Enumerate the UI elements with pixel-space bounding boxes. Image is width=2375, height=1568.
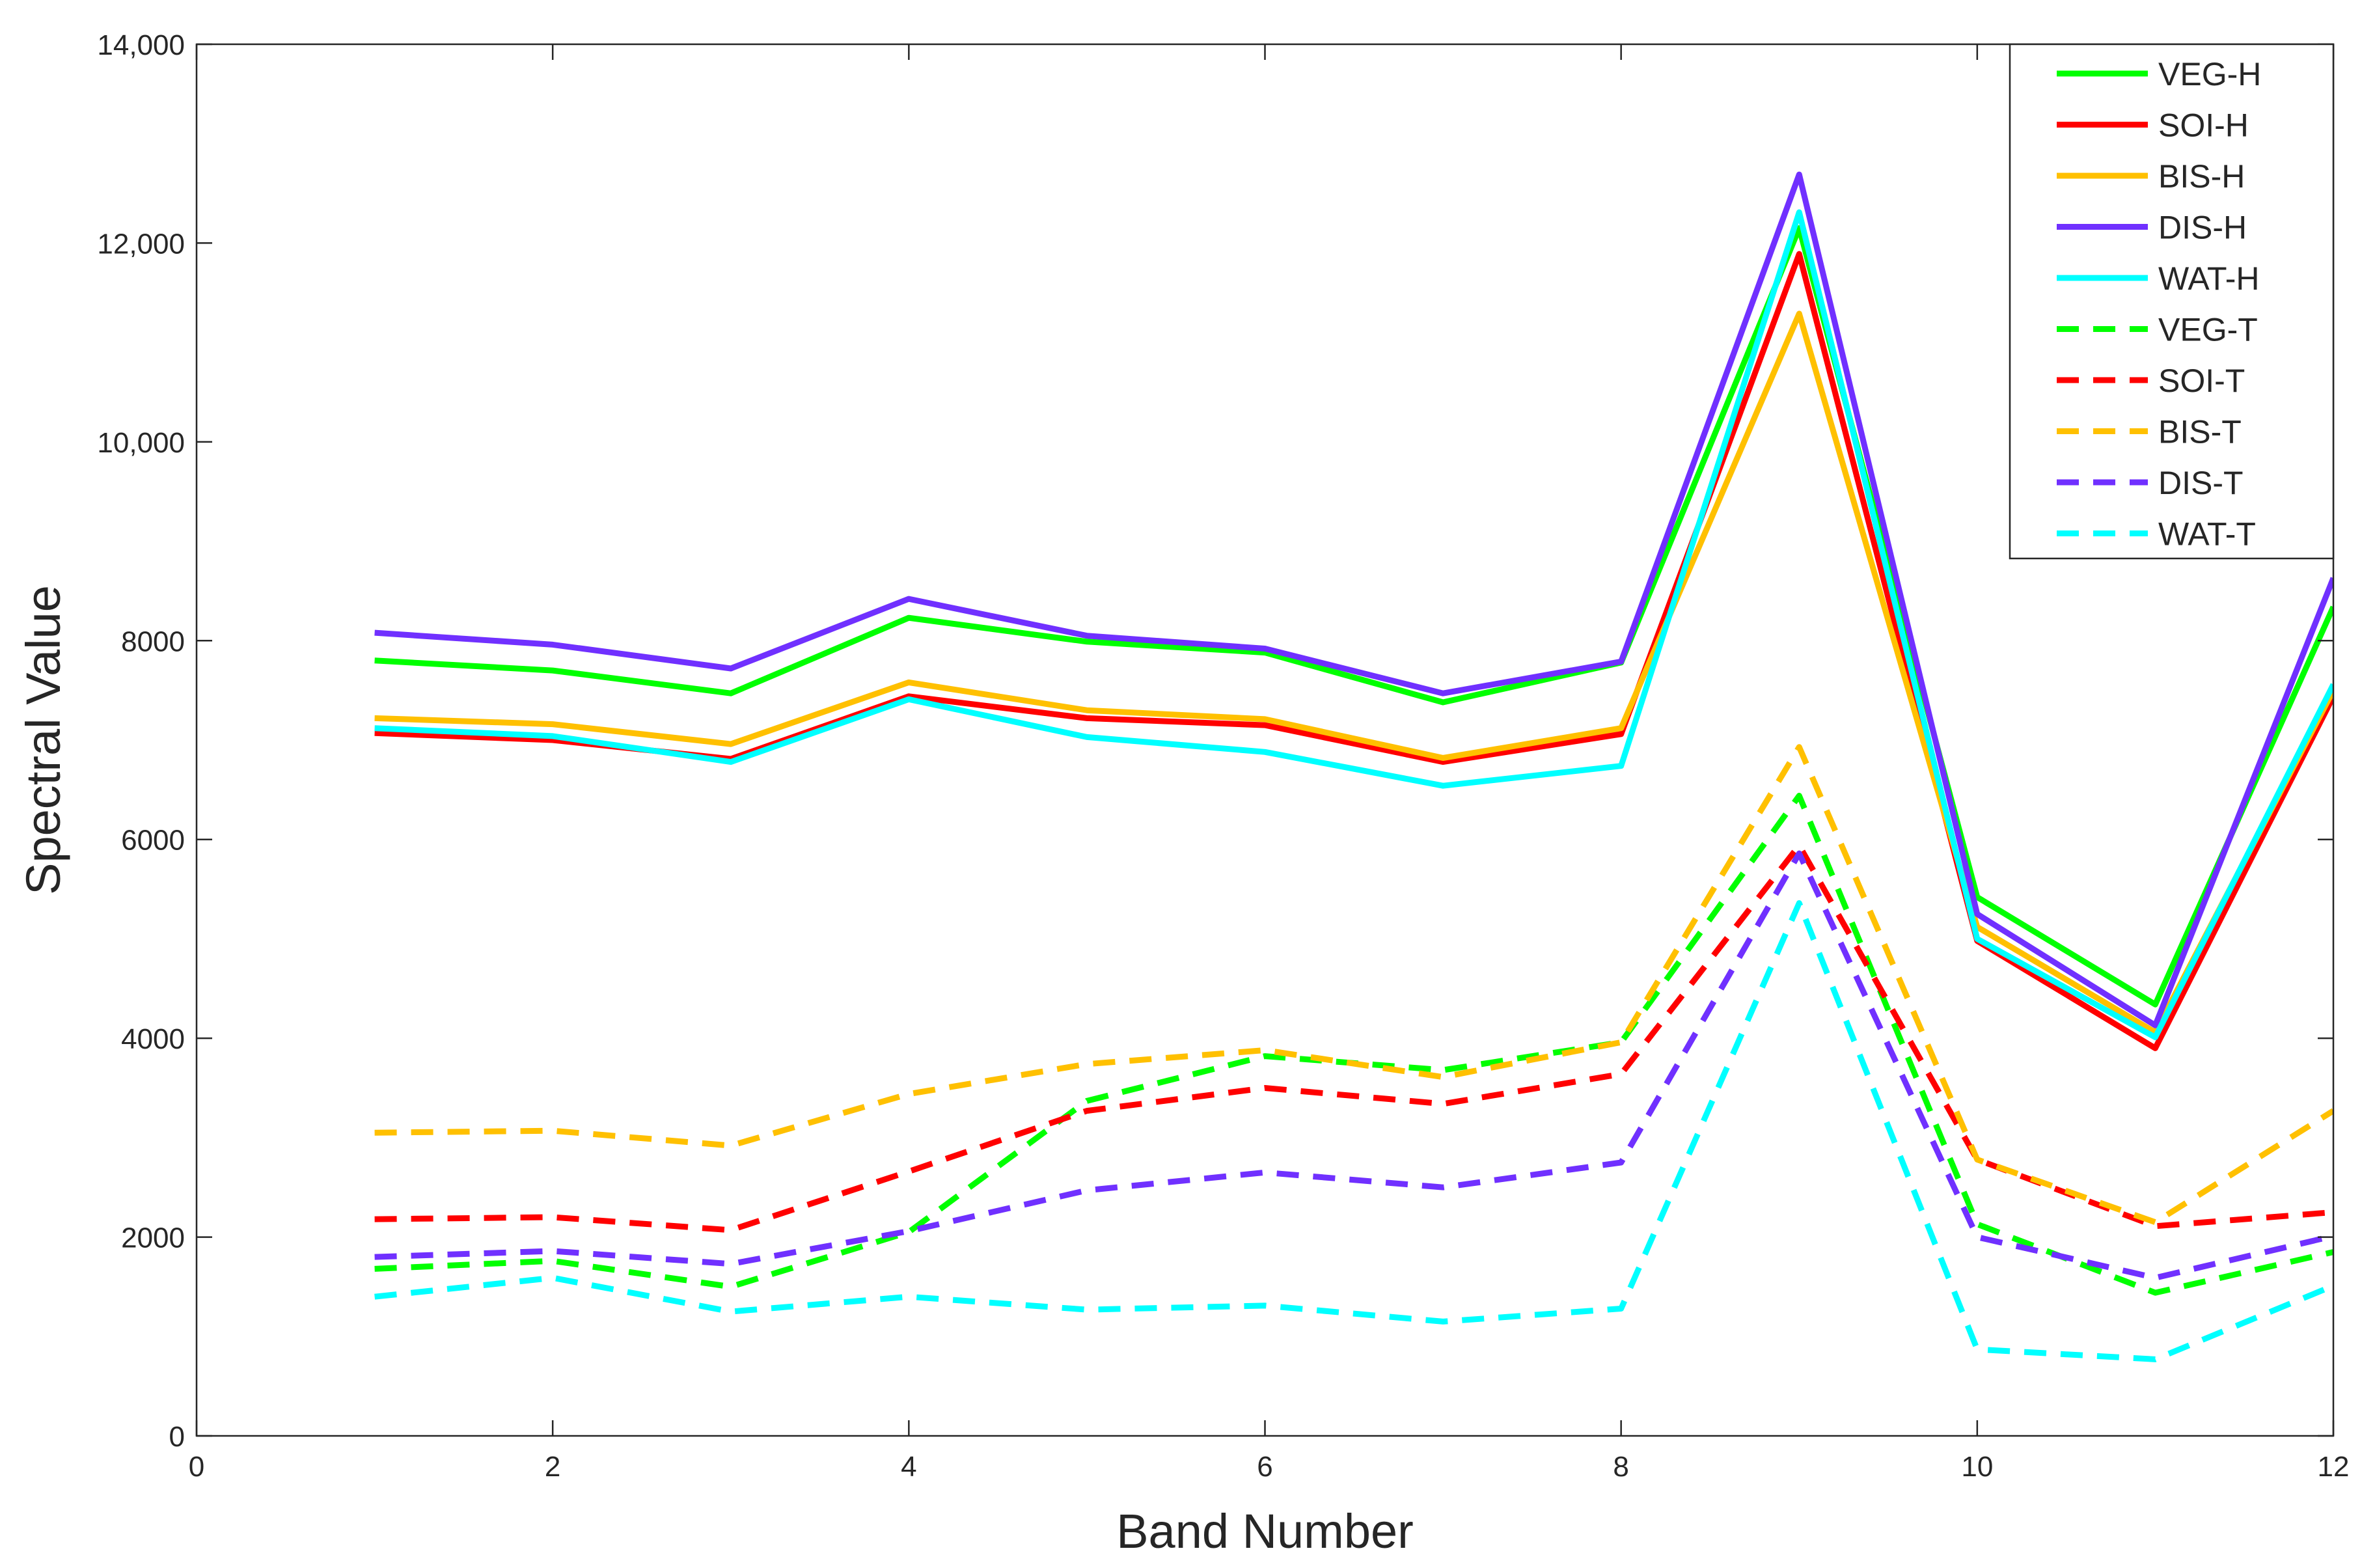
legend-label-bis-t: BIS-T <box>2158 414 2242 450</box>
series-line-dis-h <box>374 171 2333 1028</box>
x-tick-label: 6 <box>1257 1451 1272 1483</box>
y-tick-label: 14,000 <box>97 29 185 61</box>
x-tick-label: 8 <box>1613 1451 1628 1483</box>
legend-label-wat-t: WAT-T <box>2158 516 2256 553</box>
y-tick-label: 0 <box>169 1421 185 1453</box>
legend-box <box>2009 43 2335 560</box>
series-line-bis-t <box>374 744 2333 1226</box>
legend-label-wat-h: WAT-H <box>2158 260 2260 297</box>
legend-label-dis-h: DIS-H <box>2158 210 2247 246</box>
legend-label-soi-h: SOI-H <box>2158 107 2249 144</box>
series-line-wat-t <box>374 900 2333 1362</box>
series-line-dis-t <box>374 850 2333 1281</box>
x-tick-label: 0 <box>189 1451 204 1483</box>
y-axis-title: Spectral Value <box>16 585 70 895</box>
series-line-veg-h <box>374 225 2333 1008</box>
x-tick-label: 2 <box>545 1451 560 1483</box>
legend-label-dis-t: DIS-T <box>2158 465 2244 501</box>
x-axis-title: Band Number <box>1116 1504 1414 1558</box>
legend-label-bis-h: BIS-H <box>2158 158 2245 195</box>
legend-label-veg-t: VEG-T <box>2158 312 2258 348</box>
series-line-veg-t <box>374 793 2333 1296</box>
y-tick-label: 4000 <box>121 1023 185 1055</box>
legend-label-soi-t: SOI-T <box>2158 363 2245 399</box>
series-line-soi-t <box>374 842 2333 1233</box>
y-tick-label: 10,000 <box>97 427 185 459</box>
legend: VEG-H SOI-H BIS-H DIS-H WAT-H VEG-T SOI-T BIS-T… <box>2009 43 2335 560</box>
y-tick-label: 2000 <box>121 1222 185 1254</box>
series-line-wat-h <box>374 209 2333 1041</box>
y-tick-label: 6000 <box>121 825 185 857</box>
legend-label-veg-h: VEG-H <box>2158 56 2261 92</box>
y-tick-label: 12,000 <box>97 228 185 260</box>
series-layer <box>374 171 2333 1362</box>
axes-layer: 0 2 4 6 8 10 12 0 2000 4000 6000 8000 10,000 12,000 14… <box>97 29 2349 1483</box>
x-tick-label: 4 <box>901 1451 916 1483</box>
x-tick-label: 12 <box>2318 1451 2350 1483</box>
series-line-bis-h <box>374 310 2333 1036</box>
x-tick-label: 10 <box>1961 1451 1993 1483</box>
y-tick-label: 8000 <box>121 626 185 657</box>
